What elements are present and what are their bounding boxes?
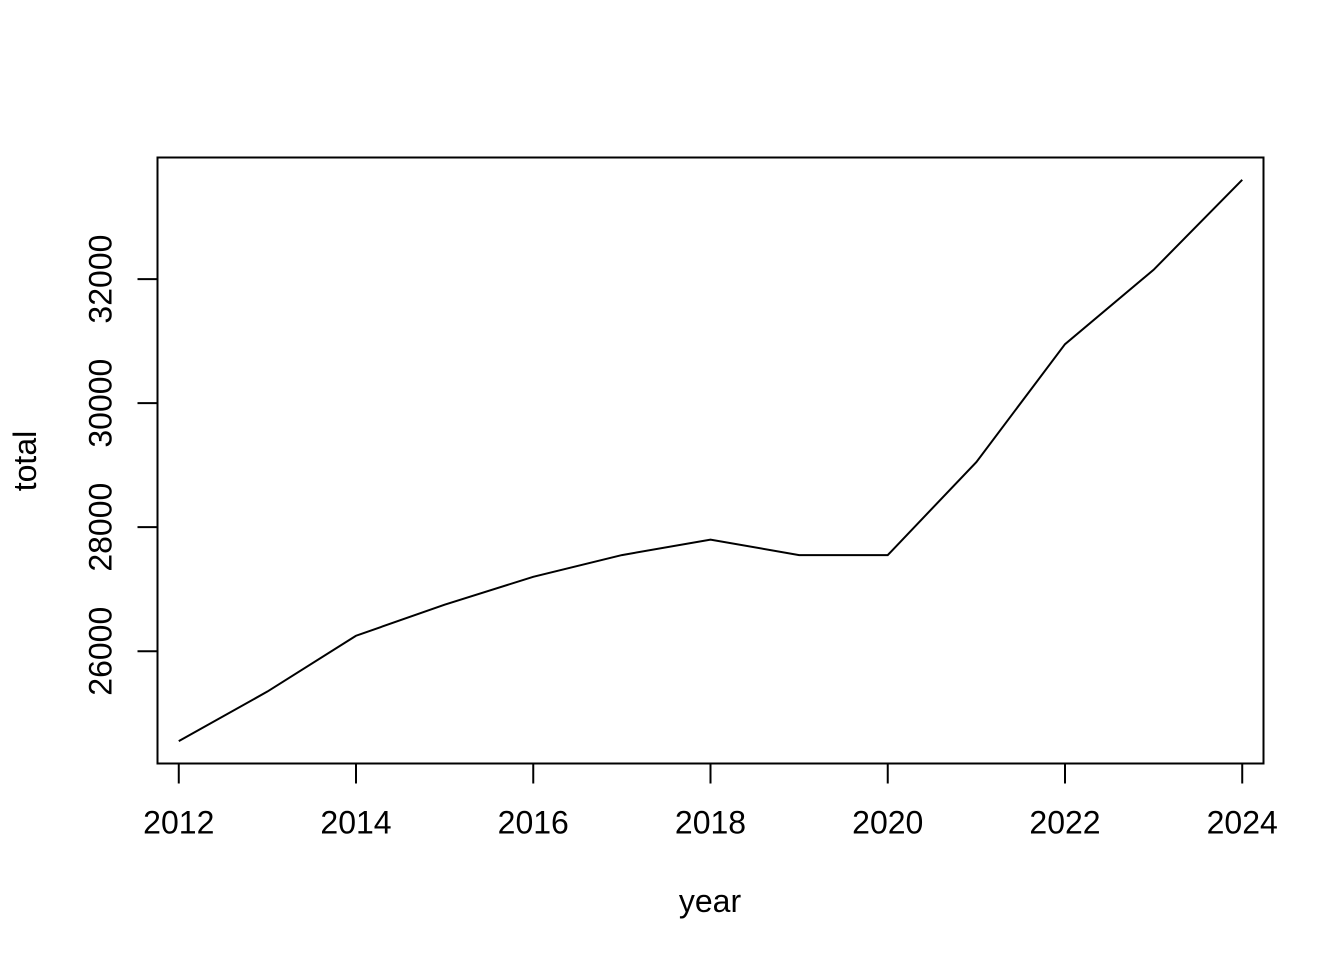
x-axis-title: year <box>679 883 742 919</box>
x-tick-label: 2018 <box>675 805 746 841</box>
y-axis-title: total <box>7 431 43 491</box>
y-tick-label: 26000 <box>83 607 119 696</box>
plot-frame <box>156 156 1265 765</box>
x-tick-label: 2024 <box>1207 805 1278 841</box>
x-tick-label: 2014 <box>320 805 391 841</box>
x-tick-label: 2012 <box>143 805 214 841</box>
y-axis: 26000 28000 30000 32000 <box>83 235 159 696</box>
y-tick-label: 30000 <box>83 359 119 448</box>
series-line <box>178 179 1243 743</box>
x-axis: 2012 2014 2016 2018 2020 2022 2024 <box>143 762 1278 841</box>
x-tick-label: 2016 <box>498 805 569 841</box>
x-tick-label: 2020 <box>852 805 923 841</box>
x-tick-label: 2022 <box>1029 805 1100 841</box>
y-tick-label: 28000 <box>83 483 119 572</box>
y-tick-label: 32000 <box>83 235 119 324</box>
